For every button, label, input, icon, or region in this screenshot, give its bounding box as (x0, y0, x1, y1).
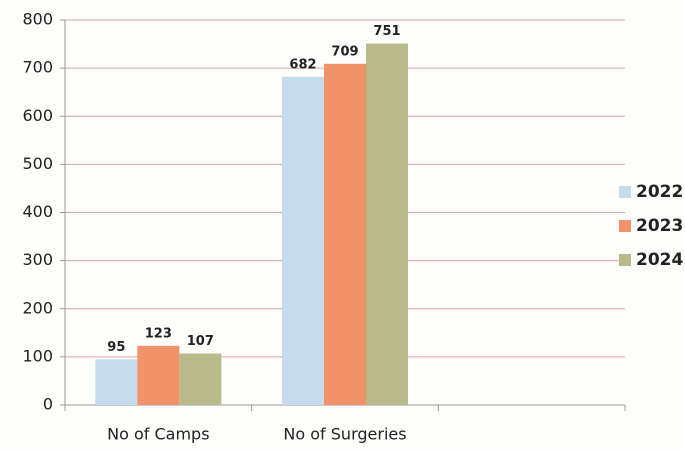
value-label: 123 (145, 326, 172, 341)
y-tick-label: 300 (22, 250, 53, 269)
bar (95, 359, 138, 405)
bar (324, 63, 366, 405)
legend-swatch (619, 254, 631, 266)
bar (282, 76, 324, 405)
x-tick-label: No of Camps (107, 425, 209, 444)
value-label: 107 (187, 334, 214, 349)
value-label: 95 (107, 340, 125, 355)
y-tick-label: 700 (22, 58, 53, 77)
bar (137, 345, 180, 405)
y-tick-label: 200 (22, 298, 53, 317)
y-tick-label: 100 (22, 346, 53, 365)
legend-label: 2022 (636, 182, 683, 202)
legend-swatch (619, 186, 631, 198)
value-label: 751 (373, 24, 400, 39)
y-tick-label: 0 (43, 395, 53, 414)
y-tick-label: 500 (22, 154, 53, 173)
bar (366, 43, 408, 406)
legend-label: 2023 (636, 216, 683, 236)
y-tick-label: 400 (22, 202, 53, 221)
value-label: 682 (289, 57, 316, 72)
y-tick-label: 600 (22, 106, 53, 125)
x-tick-label: No of Surgeries (283, 425, 406, 444)
legend-swatch (619, 220, 631, 232)
bar (179, 353, 222, 405)
value-label: 709 (331, 44, 358, 59)
y-tick-label: 800 (22, 10, 53, 29)
legend-label: 2024 (636, 250, 683, 270)
